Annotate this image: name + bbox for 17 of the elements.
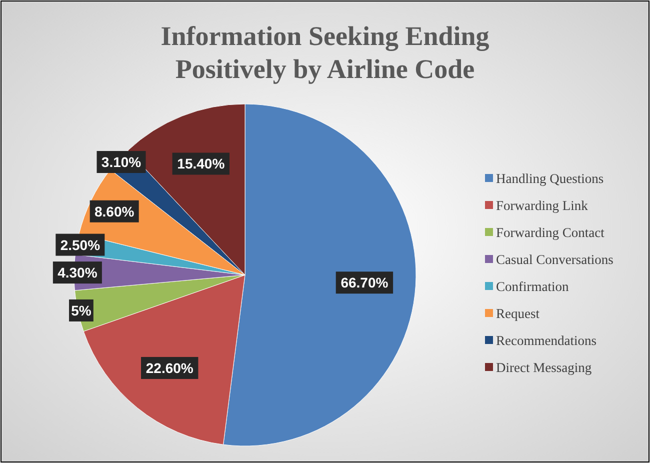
- legend-label: Casual Conversations: [496, 252, 614, 267]
- data-label: 3.10%: [101, 154, 142, 170]
- data-label: 22.60%: [146, 360, 194, 376]
- data-label: 15.40%: [177, 156, 226, 172]
- slice-label: Handling Questions: [496, 171, 604, 186]
- data-label: 66.70%: [340, 274, 389, 291]
- legend-label: Forwarding Link: [496, 198, 588, 213]
- legend-label: Confirmation: [496, 279, 569, 294]
- chart-title: Information Seeking Ending Positively by Airline Code: [160, 21, 490, 84]
- data-label: 2.50%: [60, 236, 101, 253]
- data-label: 8.60%: [94, 203, 135, 220]
- legend-label: Recommendations: [496, 333, 596, 348]
- legend-label: Direct Messaging: [496, 360, 592, 375]
- data-label: 5%: [71, 302, 92, 318]
- legend-label: Forwarding Contact: [496, 225, 605, 240]
- legend-label: Request: [496, 306, 540, 321]
- data-label: 4.30%: [58, 264, 98, 281]
